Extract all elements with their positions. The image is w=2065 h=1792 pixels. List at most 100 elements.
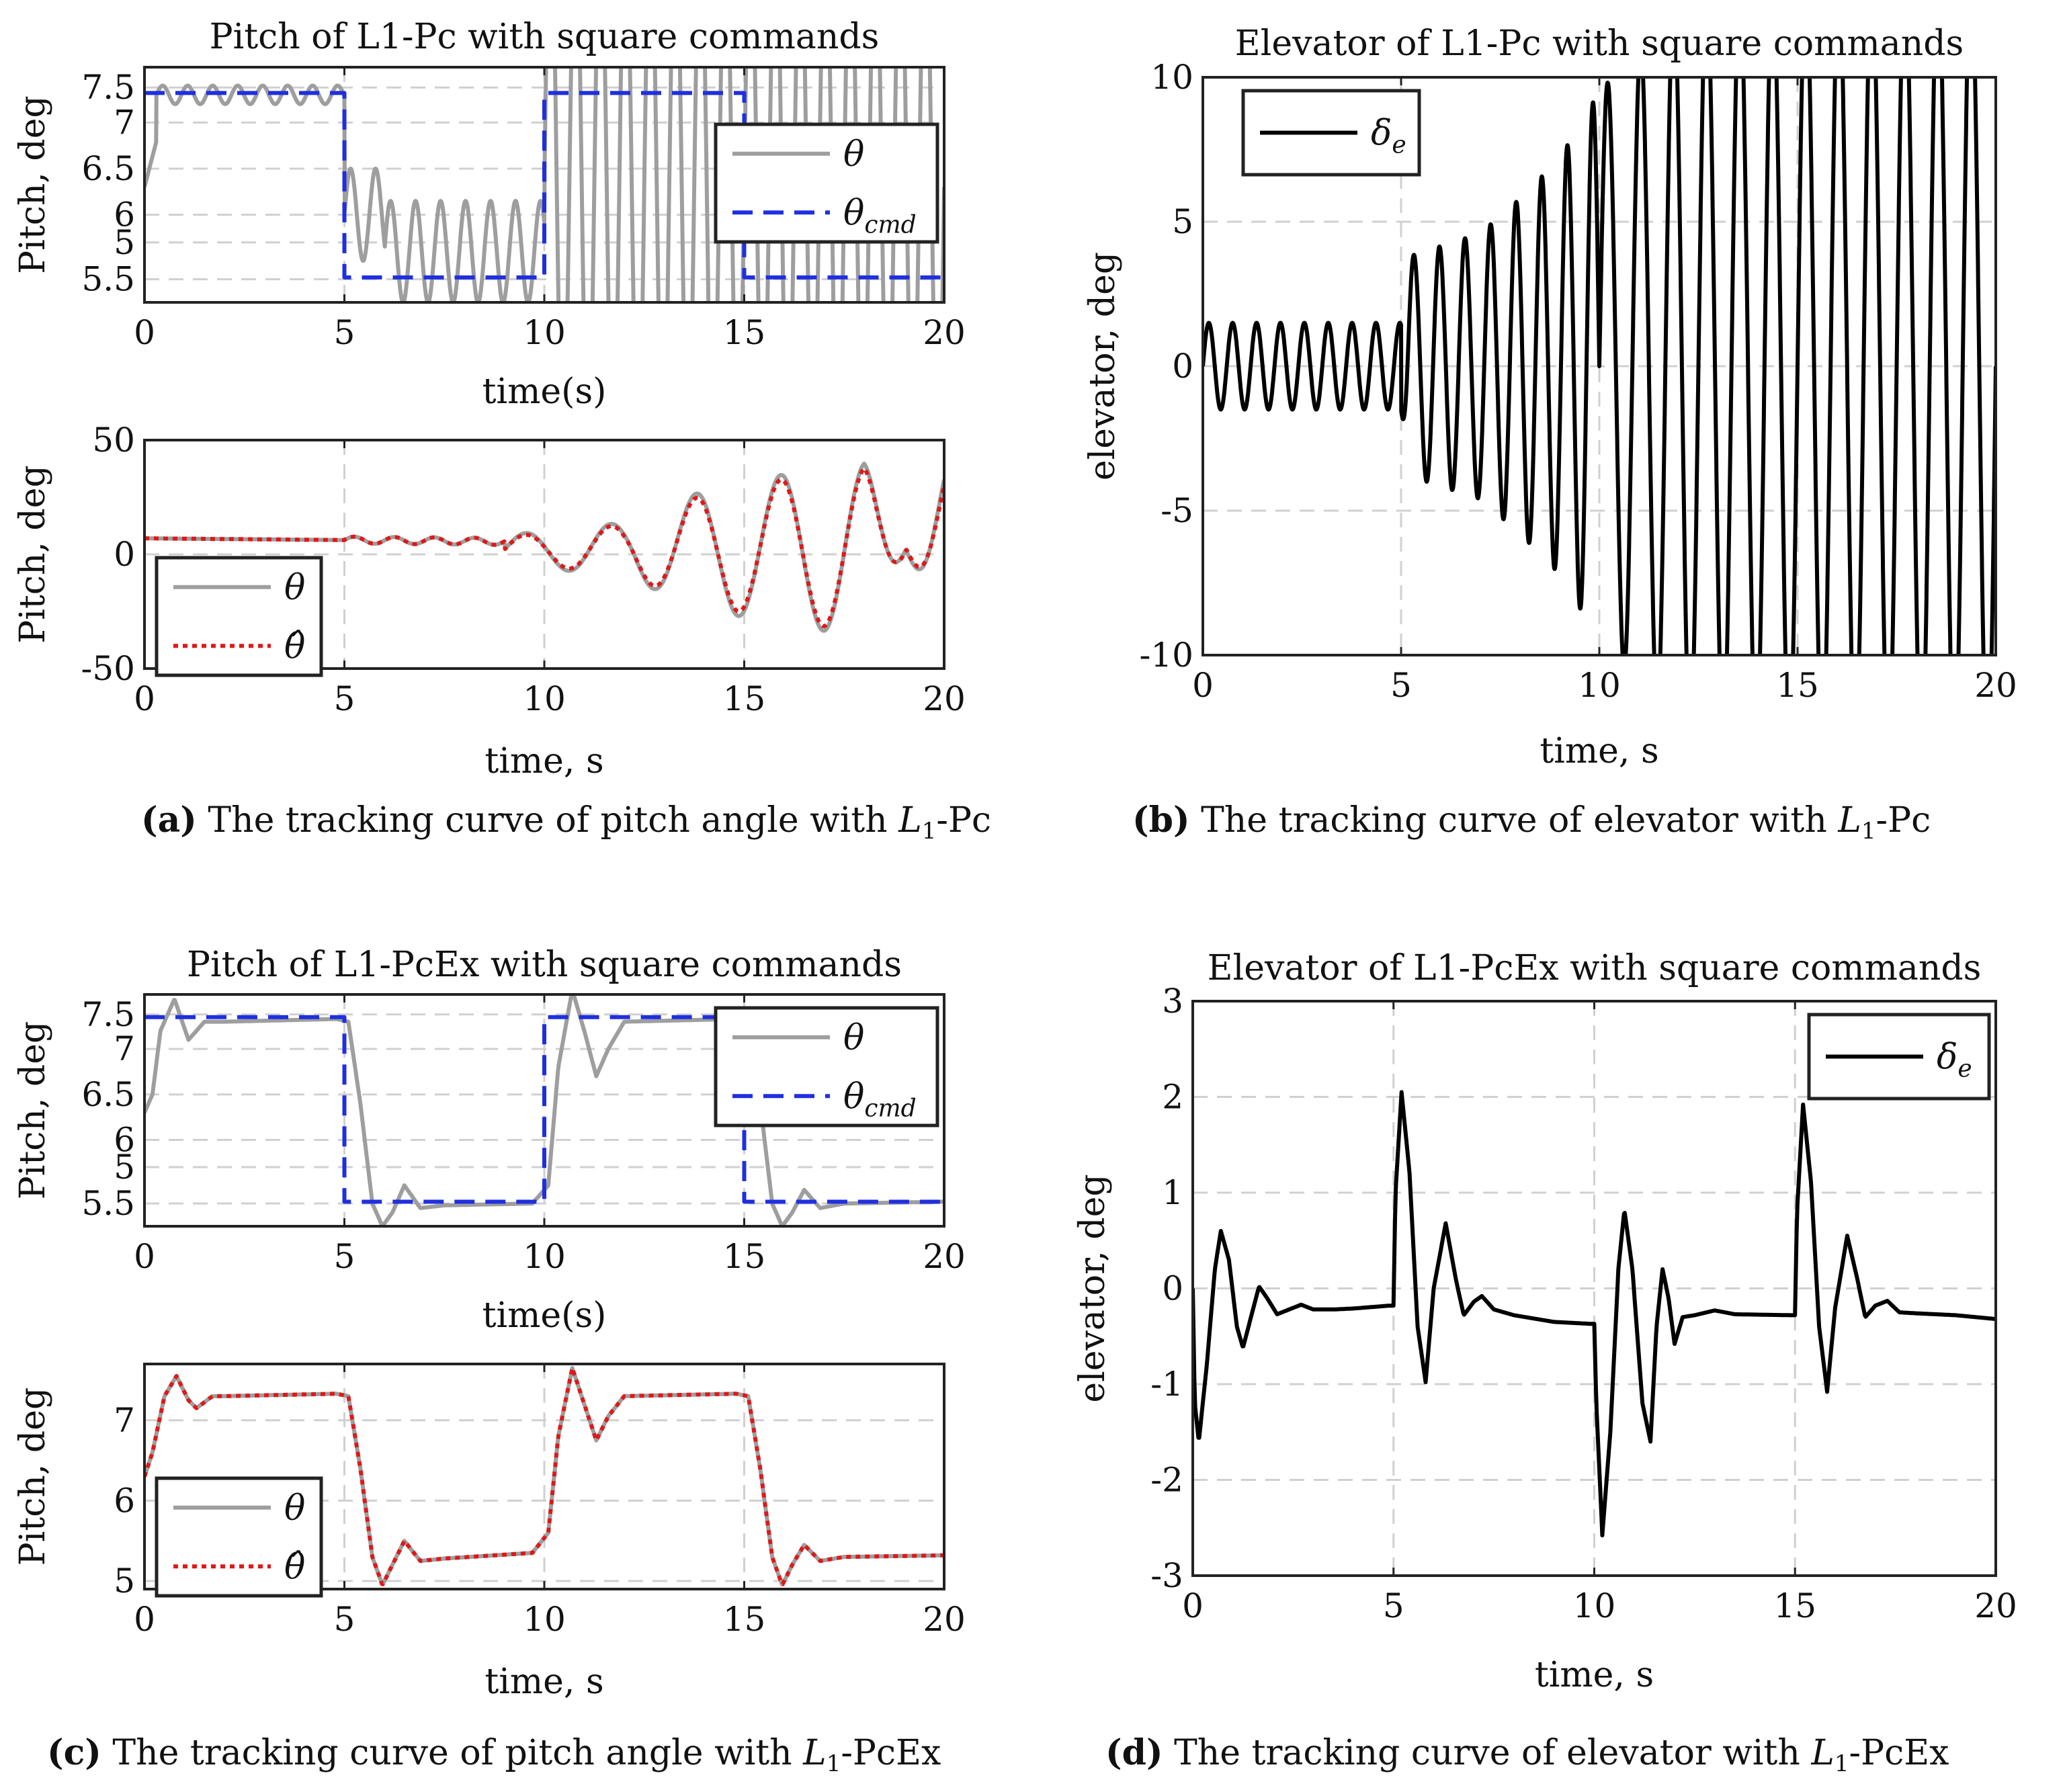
d-ytick-label-2: -1 bbox=[1150, 1365, 1183, 1404]
a_bottom-legend-label-theta: θ bbox=[284, 568, 305, 608]
a_top-xtick-label-4: 20 bbox=[923, 313, 966, 352]
c_top-xtick-label-2: 10 bbox=[523, 1237, 566, 1276]
a_bottom-ytick-label-1: 0 bbox=[114, 535, 135, 574]
b-xtick-label-0: 0 bbox=[1192, 666, 1214, 705]
c_bottom-xtick-label-0: 0 bbox=[134, 1600, 155, 1639]
d-ytick-label-6: 3 bbox=[1162, 982, 1183, 1021]
b-ytick-label-4: 10 bbox=[1150, 58, 1193, 97]
c_top-xtick-label-3: 15 bbox=[723, 1237, 766, 1276]
c_top-ytick-label-5: 7.5 bbox=[81, 995, 135, 1034]
c_bottom-series-hat bbox=[144, 1366, 944, 1586]
d-ytick-label-1: -2 bbox=[1150, 1461, 1183, 1500]
a_top-series-cmd bbox=[144, 91, 944, 280]
a_top-series-theta bbox=[144, 67, 944, 302]
b-ytick-label-0: -10 bbox=[1139, 636, 1193, 675]
caption-a-l: L bbox=[898, 800, 922, 841]
b-series-elev bbox=[1203, 77, 1996, 655]
d-ytick-label-3: 0 bbox=[1162, 1269, 1183, 1308]
plot-d: 0 5 10 15 20 -3 -2 -1 0 1 2 3 Elevator of L1-PcEx wi… bbox=[1072, 948, 2017, 1695]
caption-a-text: The tracking curve of pitch angle with bbox=[196, 800, 899, 841]
caption-b-suffix: -Pc bbox=[1876, 800, 1931, 841]
d-ytick-label-0: -3 bbox=[1150, 1556, 1183, 1595]
a_top-xtick-label-3: 15 bbox=[723, 313, 766, 352]
caption-b-label: (b) bbox=[1132, 800, 1190, 841]
a_top-ytick-label-1: 5 bbox=[114, 223, 135, 262]
caption-c: (c) The tracking curve of pitch angle wi… bbox=[47, 1732, 941, 1777]
c_top-xlabel: time(s) bbox=[482, 1295, 607, 1336]
a_top-xtick-label-2: 10 bbox=[523, 313, 566, 352]
d-xtick-label-4: 20 bbox=[1974, 1586, 2017, 1625]
c_top-ytick-label-1: 5 bbox=[114, 1148, 135, 1187]
a_bottom-ytick-label-0: -50 bbox=[81, 649, 135, 688]
a_bottom-series-hat bbox=[144, 466, 944, 628]
a_bottom-xlabel: time, s bbox=[484, 741, 603, 781]
c_bottom-legend-label-hat: θ̂ bbox=[284, 1547, 305, 1587]
c_top-ytick-label-4: 7 bbox=[114, 1029, 135, 1068]
c_top-series-cmd bbox=[144, 1015, 944, 1204]
c_bottom-ytick-label-1: 6 bbox=[114, 1481, 135, 1520]
plot-b: 0 5 10 15 20 -10 -5 0 5 10 Elevator of L1-Pc with … bbox=[1083, 24, 2017, 771]
c_top-xtick-label-0: 0 bbox=[134, 1237, 155, 1276]
a_top-legend-label-theta: θ bbox=[843, 134, 864, 175]
a_top-ytick-label-3: 6.5 bbox=[81, 149, 135, 188]
b-ytick-label-1: -5 bbox=[1161, 491, 1193, 530]
c_top-ylabel: Pitch, deg bbox=[13, 1021, 53, 1200]
caption-b-text: The tracking curve of elevator with bbox=[1189, 800, 1839, 841]
c_top-ytick-label-2: 6 bbox=[114, 1120, 135, 1159]
a_bottom-legend: θ θ̂ bbox=[155, 556, 323, 677]
c_bottom-xtick-label-3: 15 bbox=[723, 1600, 766, 1639]
c_bottom-legend: θ θ̂ bbox=[155, 1476, 323, 1598]
b-xlabel: time, s bbox=[1540, 731, 1658, 771]
a_top-ytick-label-4: 7 bbox=[114, 103, 135, 142]
a_top-xlabel: time(s) bbox=[482, 372, 607, 412]
c_bottom-ylabel: Pitch, deg bbox=[13, 1388, 53, 1566]
caption-b-sub: 1 bbox=[1861, 818, 1876, 845]
c_bottom-xtick-label-1: 5 bbox=[334, 1600, 355, 1639]
caption-c-suffix: -PcEx bbox=[841, 1733, 941, 1773]
c_top-xtick-label-4: 20 bbox=[923, 1237, 966, 1276]
a_top-title: Pitch of L1-Pc with square commands bbox=[210, 17, 880, 57]
c_top-ytick-label-0: 5.5 bbox=[81, 1184, 135, 1223]
a_bottom-ylabel: Pitch, deg bbox=[13, 465, 53, 644]
b-xtick-label-3: 15 bbox=[1776, 666, 1819, 705]
caption-c-l: L bbox=[803, 1733, 827, 1773]
caption-c-sub: 1 bbox=[826, 1750, 841, 1777]
d-xtick-label-3: 15 bbox=[1773, 1586, 1816, 1625]
caption-a-label: (a) bbox=[141, 800, 197, 841]
b-ytick-label-3: 5 bbox=[1172, 202, 1193, 241]
a_bottom-xtick-label-0: 0 bbox=[134, 679, 155, 718]
a_bottom-xtick-label-3: 15 bbox=[723, 679, 766, 718]
d-ytick-label-4: 1 bbox=[1162, 1173, 1183, 1212]
caption-a-suffix: -Pc bbox=[936, 800, 992, 841]
caption-a: (a) The tracking curve of pitch angle wi… bbox=[141, 800, 991, 845]
a_bottom-ytick-label-2: 50 bbox=[92, 421, 135, 460]
c_bottom-xlabel: time, s bbox=[484, 1662, 603, 1702]
c_bottom-legend-label-theta: θ bbox=[284, 1488, 305, 1529]
caption-d-suffix: -PcEx bbox=[1849, 1733, 1949, 1773]
a_top-ylabel: Pitch, deg bbox=[13, 95, 53, 274]
d-xtick-label-1: 5 bbox=[1383, 1586, 1404, 1625]
caption-c-label: (c) bbox=[47, 1732, 101, 1773]
b-xtick-label-2: 10 bbox=[1578, 666, 1621, 705]
b-legend: δe bbox=[1241, 89, 1421, 177]
caption-a-sub: 1 bbox=[921, 818, 937, 845]
a_bottom-legend-label-hat: θ̂ bbox=[284, 626, 305, 667]
d-series-elev bbox=[1193, 1090, 1996, 1538]
a_top-ytick-label-5: 7.5 bbox=[81, 68, 135, 107]
caption-c-text: The tracking curve of pitch angle with bbox=[101, 1733, 804, 1773]
c_bottom-ytick-label-2: 7 bbox=[114, 1401, 135, 1440]
a_top-ytick-label-0: 5.5 bbox=[81, 260, 135, 299]
c_top-ytick-label-3: 6.5 bbox=[81, 1075, 135, 1114]
d-xtick-label-0: 0 bbox=[1182, 1586, 1204, 1625]
c_top-legend-label-theta: θ bbox=[843, 1018, 864, 1058]
c_top-xtick-label-1: 5 bbox=[334, 1237, 355, 1276]
caption-d-sub: 1 bbox=[1834, 1750, 1849, 1777]
b-ytick-label-2: 0 bbox=[1172, 347, 1193, 386]
a_bottom-xtick-label-4: 20 bbox=[923, 679, 966, 718]
d-xtick-label-2: 10 bbox=[1573, 1586, 1616, 1625]
a_bottom-xtick-label-2: 10 bbox=[523, 679, 566, 718]
